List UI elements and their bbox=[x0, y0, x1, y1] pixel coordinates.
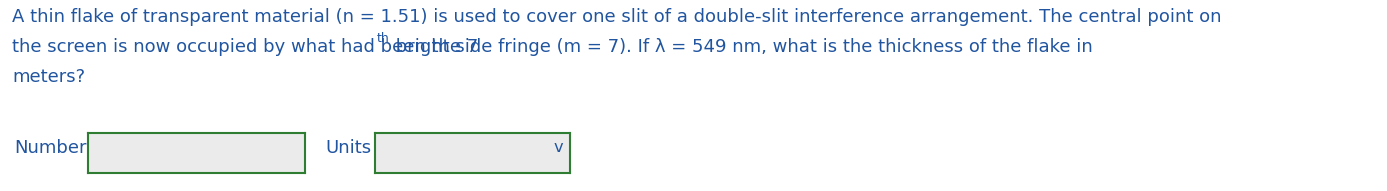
Text: v: v bbox=[553, 141, 563, 155]
Text: meters?: meters? bbox=[12, 68, 85, 86]
Text: A thin flake of transparent material (n = 1.51) is used to cover one slit of a d: A thin flake of transparent material (n … bbox=[12, 8, 1222, 26]
Text: Number: Number bbox=[14, 139, 86, 157]
Text: bright side fringe (m = 7). If λ = 549 nm, what is the thickness of the flake in: bright side fringe (m = 7). If λ = 549 n… bbox=[390, 38, 1093, 56]
Text: Units: Units bbox=[325, 139, 372, 157]
Text: the screen is now occupied by what had been the 7: the screen is now occupied by what had b… bbox=[12, 38, 479, 56]
Text: th: th bbox=[377, 32, 390, 45]
